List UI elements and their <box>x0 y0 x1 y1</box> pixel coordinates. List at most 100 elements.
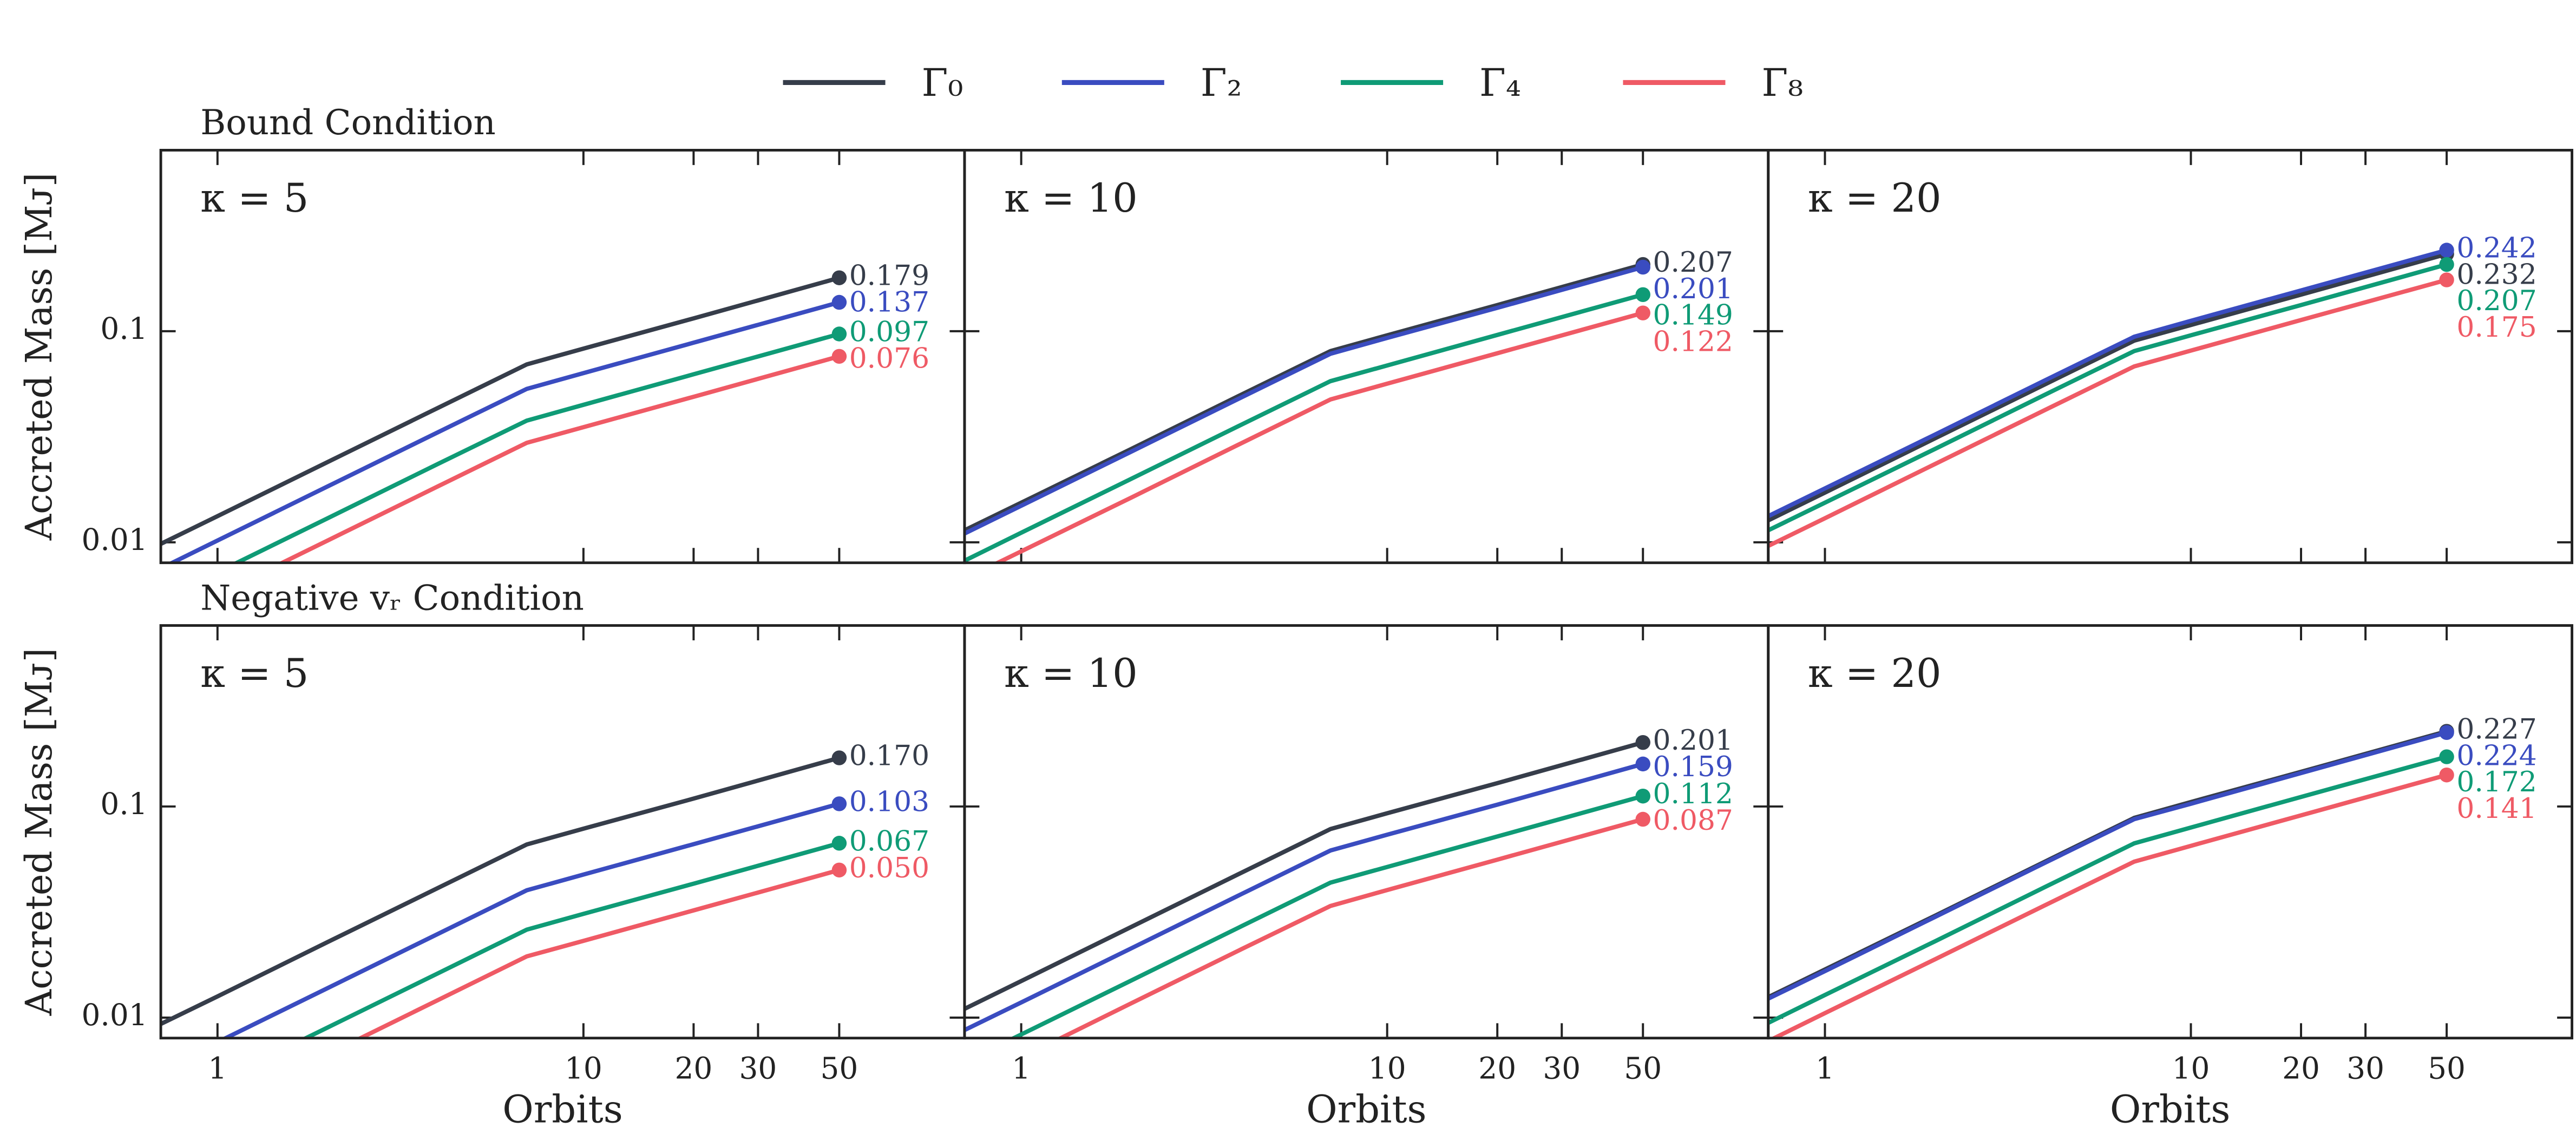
value-label: 0.159 <box>1653 751 1733 783</box>
value-label: 0.232 <box>2456 258 2536 291</box>
panel-label: κ = 20 <box>1808 175 1942 221</box>
end-marker <box>1635 789 1650 804</box>
y-tick-label: 0.1 <box>100 786 147 821</box>
x-tick-label: 10 <box>565 1051 602 1086</box>
series-line <box>1768 248 2448 519</box>
x-tick-label: 50 <box>2428 1051 2466 1086</box>
series-line <box>232 332 840 563</box>
value-label: 0.067 <box>849 825 929 857</box>
value-label: 0.172 <box>2456 766 2536 798</box>
value-label: 0.097 <box>849 316 929 349</box>
series-line <box>1768 755 2448 1025</box>
end-marker <box>1635 756 1650 772</box>
x-tick-label: 50 <box>1624 1051 1662 1086</box>
end-marker <box>831 326 847 342</box>
panel-label: κ = 5 <box>200 175 309 221</box>
end-marker <box>1635 811 1650 827</box>
legend-label: Γ₈ <box>1762 61 1804 105</box>
x-tick-label: 30 <box>2346 1051 2384 1086</box>
series-line <box>1768 278 2448 548</box>
value-label: 0.242 <box>2456 232 2536 265</box>
y-tick-label: 0.1 <box>100 311 147 346</box>
end-marker <box>2439 257 2454 272</box>
x-axis-label: Orbits <box>2110 1087 2230 1131</box>
series-line <box>964 762 1644 1032</box>
end-marker <box>831 270 847 285</box>
value-label: 0.175 <box>2456 311 2536 344</box>
x-axis-label: Orbits <box>1306 1087 1426 1131</box>
end-marker <box>831 750 847 765</box>
value-label: 0.201 <box>1653 273 1733 305</box>
value-label: 0.207 <box>1653 246 1733 279</box>
end-marker <box>1635 305 1650 320</box>
panel-label: κ = 10 <box>1004 175 1138 221</box>
series-line <box>993 311 1644 563</box>
end-marker <box>831 349 847 364</box>
y-tick-label: 0.01 <box>82 998 148 1032</box>
x-tick-label: 30 <box>739 1051 777 1086</box>
panel-frame <box>1767 624 2573 1040</box>
series-line <box>356 868 840 1038</box>
x-tick-label: 30 <box>1543 1051 1581 1086</box>
series-line <box>167 300 840 563</box>
series-line <box>1009 794 1644 1038</box>
y-axis-label: Accreted Mass [Mᴊ] <box>18 173 60 541</box>
series-line <box>1769 772 2448 1038</box>
x-tick-label: 1 <box>1012 1051 1031 1086</box>
x-tick-label: 1 <box>208 1051 227 1086</box>
value-label: 0.179 <box>849 260 929 292</box>
panel-frame <box>1767 149 2573 565</box>
end-marker <box>2439 242 2454 258</box>
value-label: 0.149 <box>1653 299 1733 332</box>
end-marker <box>831 862 847 878</box>
series-line <box>221 802 840 1038</box>
end-marker <box>1635 259 1650 275</box>
x-tick-label: 1 <box>1815 1051 1834 1086</box>
x-axis-label: Orbits <box>502 1087 622 1131</box>
row-title: Negative vᵣ Condition <box>200 578 584 618</box>
value-label: 0.141 <box>2456 792 2536 825</box>
end-marker <box>2439 272 2454 287</box>
legend-label: Γ₀ <box>922 61 963 105</box>
value-label: 0.207 <box>2456 285 2536 317</box>
value-label: 0.112 <box>1653 778 1733 810</box>
value-label: 0.087 <box>1653 804 1733 837</box>
x-tick-label: 10 <box>1368 1051 1406 1086</box>
series-line <box>161 276 840 546</box>
end-marker <box>2439 749 2454 764</box>
end-marker <box>1635 735 1650 750</box>
end-marker <box>2439 725 2454 740</box>
x-tick-label: 20 <box>674 1051 712 1086</box>
series-line <box>301 841 840 1038</box>
value-label: 0.122 <box>1653 325 1733 358</box>
end-marker <box>1635 287 1650 303</box>
series-line <box>1768 730 2448 1001</box>
value-label: 0.103 <box>849 785 929 818</box>
value-label: 0.137 <box>849 286 929 319</box>
panel-label: κ = 10 <box>1004 651 1138 697</box>
series-line <box>964 265 1644 536</box>
value-label: 0.050 <box>849 852 929 884</box>
value-label: 0.170 <box>849 740 929 772</box>
value-label: 0.224 <box>2456 739 2536 772</box>
panel-label: κ = 5 <box>200 651 309 697</box>
series-line <box>161 756 840 1026</box>
end-marker <box>831 796 847 811</box>
series-line <box>964 262 1644 533</box>
value-label: 0.201 <box>1653 724 1733 757</box>
series-line <box>1056 817 1644 1038</box>
series-line <box>1768 262 2448 533</box>
value-label: 0.076 <box>849 342 929 375</box>
series-line <box>1768 729 2448 999</box>
x-tick-label: 20 <box>2282 1051 2320 1086</box>
y-tick-label: 0.01 <box>82 522 148 557</box>
end-marker <box>2439 768 2454 783</box>
x-tick-label: 50 <box>820 1051 858 1086</box>
row-title: Bound Condition <box>200 103 496 143</box>
legend-label: Γ₂ <box>1201 61 1242 105</box>
series-line <box>277 354 840 563</box>
series-line <box>964 740 1644 1011</box>
x-tick-label: 10 <box>2172 1051 2210 1086</box>
